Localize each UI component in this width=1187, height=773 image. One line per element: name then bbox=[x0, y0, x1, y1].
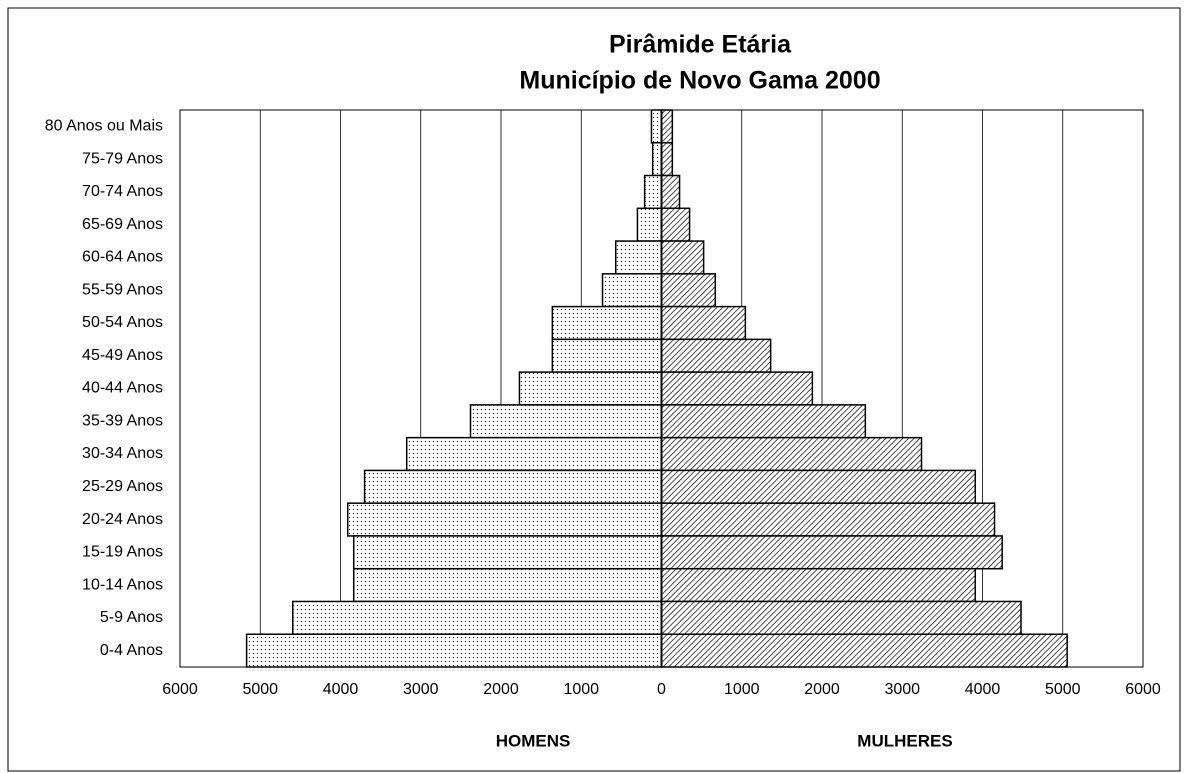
bar bbox=[643, 174, 663, 210]
y-tick-label: 0-4 Anos bbox=[100, 642, 163, 659]
bar bbox=[245, 633, 663, 668]
y-tick-label: 10-14 Anos bbox=[82, 576, 163, 593]
y-tick-label: 55-59 Anos bbox=[82, 281, 163, 298]
bar bbox=[601, 273, 663, 308]
y-tick-label: 35-39 Anos bbox=[82, 412, 163, 429]
x-tick-label: 3000 bbox=[403, 681, 439, 698]
bar bbox=[651, 142, 663, 177]
y-tick-label: 30-34 Anos bbox=[82, 445, 163, 462]
bar bbox=[660, 633, 1068, 668]
bar bbox=[660, 109, 674, 144]
bar bbox=[346, 502, 663, 537]
chart-subtitle: Município de Novo Gama 2000 bbox=[519, 67, 880, 95]
bar bbox=[660, 338, 772, 373]
x-tick-label: 2000 bbox=[804, 681, 840, 698]
y-tick-label: 45-49 Anos bbox=[82, 347, 163, 364]
bar bbox=[405, 436, 663, 472]
bar bbox=[660, 305, 747, 341]
bar bbox=[518, 371, 663, 406]
bar bbox=[352, 567, 663, 603]
bar bbox=[660, 567, 977, 603]
bar bbox=[660, 502, 996, 537]
bar bbox=[660, 240, 705, 275]
y-tick-label: 80 Anos ou Mais bbox=[45, 118, 163, 135]
y-tick-label: 5-9 Anos bbox=[100, 609, 163, 626]
y-tick-label: 60-64 Anos bbox=[82, 249, 163, 266]
bar bbox=[660, 273, 717, 308]
bar bbox=[551, 338, 663, 373]
y-tick-label: 65-69 Anos bbox=[82, 216, 163, 233]
y-tick-label: 70-74 Anos bbox=[82, 183, 163, 200]
y-tick-label: 20-24 Anos bbox=[82, 511, 163, 528]
bar bbox=[660, 469, 977, 504]
bar bbox=[660, 436, 923, 472]
legend-left: HOMENS bbox=[496, 731, 571, 750]
bar bbox=[363, 469, 663, 504]
x-tick-label: 4000 bbox=[323, 681, 359, 698]
bar bbox=[660, 207, 691, 242]
bar bbox=[660, 174, 681, 210]
bar bbox=[660, 404, 867, 439]
x-tick-label: 6000 bbox=[1125, 681, 1161, 698]
y-tick-label: 50-54 Anos bbox=[82, 314, 163, 331]
legend-right: MULHERES bbox=[857, 731, 952, 750]
y-tick-label: 75-79 Anos bbox=[82, 150, 163, 167]
y-tick-label: 15-19 Anos bbox=[82, 544, 163, 561]
x-tick-label: 2000 bbox=[483, 681, 519, 698]
bar bbox=[650, 109, 663, 144]
bar bbox=[660, 535, 1003, 570]
y-tick-label: 40-44 Anos bbox=[82, 380, 163, 397]
x-tick-label: 0 bbox=[657, 681, 666, 698]
x-tick-label: 4000 bbox=[965, 681, 1001, 698]
y-tick-label: 25-29 Anos bbox=[82, 478, 163, 495]
bar bbox=[636, 207, 663, 242]
x-tick-label: 5000 bbox=[242, 681, 278, 698]
bar bbox=[551, 305, 663, 341]
bar bbox=[615, 240, 663, 275]
x-tick-label: 6000 bbox=[162, 681, 198, 698]
bar bbox=[469, 404, 663, 439]
x-tick-label: 1000 bbox=[724, 681, 760, 698]
x-tick-label: 1000 bbox=[563, 681, 599, 698]
x-tick-label: 3000 bbox=[884, 681, 920, 698]
chart-title: Pirâmide Etária bbox=[609, 31, 792, 59]
x-tick-label: 5000 bbox=[1045, 681, 1081, 698]
bar bbox=[352, 535, 663, 570]
bar bbox=[660, 142, 674, 177]
bar bbox=[660, 600, 1022, 635]
bar bbox=[292, 600, 663, 635]
bar bbox=[660, 371, 814, 406]
